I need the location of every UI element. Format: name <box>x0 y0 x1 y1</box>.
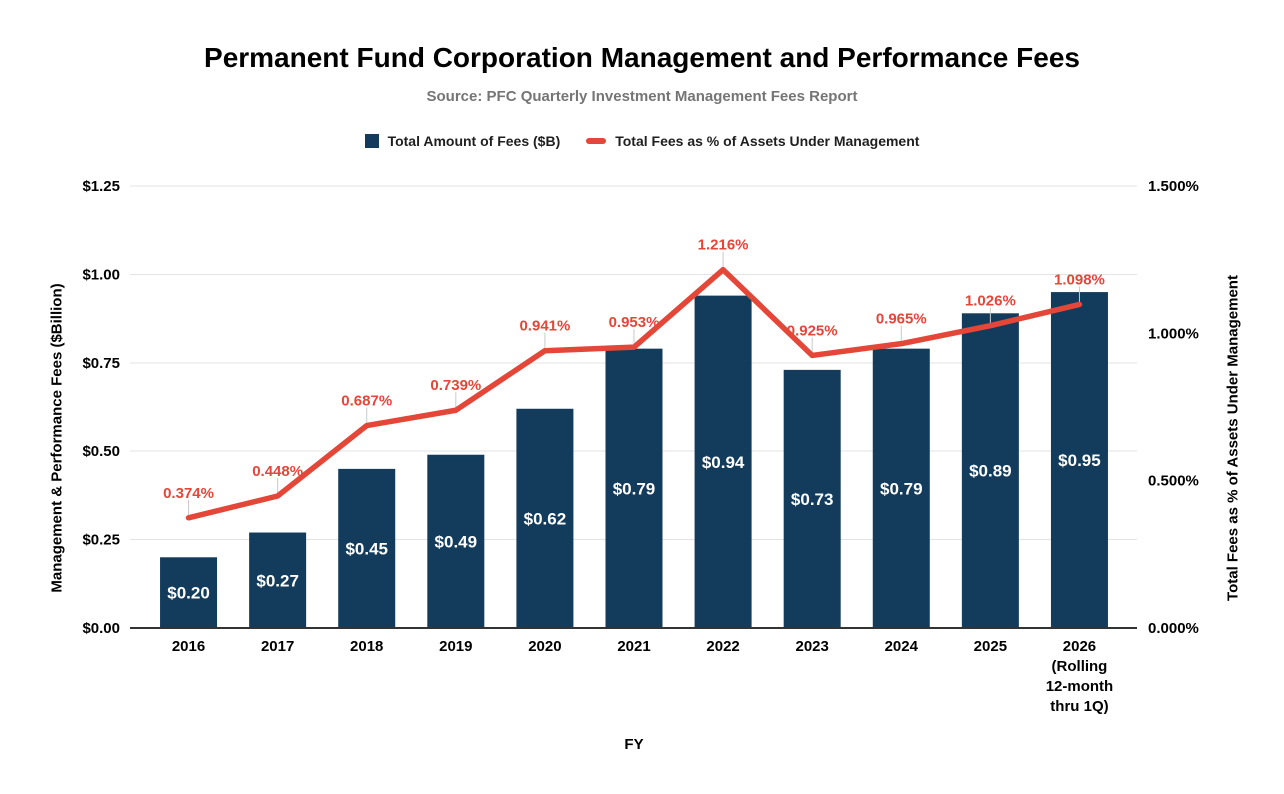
bar-2023[interactable] <box>783 369 841 628</box>
line-value-label: 0.687% <box>341 393 392 410</box>
pct-line-series[interactable] <box>185 266 1083 521</box>
bar-value-label: $0.73 <box>791 490 834 509</box>
x-axis-tick-label: 2016 <box>172 638 205 655</box>
right-axis-tick-label: 1.000% <box>1148 325 1199 342</box>
bar-value-label: $0.20 <box>167 584 210 603</box>
legend-label-pct-line: Total Fees as % of Assets Under Manageme… <box>615 133 920 149</box>
bar-2022[interactable] <box>694 295 752 628</box>
bar-2016[interactable] <box>160 557 218 628</box>
bar-2020[interactable] <box>516 408 574 628</box>
legend: Total Amount of Fees ($B) Total Fees as … <box>0 133 1284 149</box>
x-axis-title: FY <box>624 736 643 753</box>
x-axis-tick-label: 2022 <box>706 638 739 655</box>
bar-value-label: $0.79 <box>613 479 656 498</box>
bar-value-label: $0.79 <box>880 479 923 498</box>
bar-value-label: $0.45 <box>345 539 388 558</box>
x-axis-tick-label: 2019 <box>439 638 472 655</box>
line-value-label: 0.739% <box>430 377 481 394</box>
right-axis-tick-label: 0.000% <box>1148 620 1199 637</box>
x-axis-tick-label: 2026 <box>1063 638 1096 655</box>
bar-value-label: $0.49 <box>435 532 478 551</box>
x-axis-tick-label: 2018 <box>350 638 383 655</box>
bar-value-label: $0.89 <box>969 462 1012 481</box>
legend-item-fees-bars[interactable]: Total Amount of Fees ($B) <box>364 133 561 149</box>
line-value-label: 0.953% <box>609 314 660 331</box>
bar-value-label: $0.95 <box>1058 451 1101 470</box>
bar-2017[interactable] <box>249 532 307 628</box>
bar-2025[interactable] <box>961 313 1019 628</box>
left-axis-tick-label: $0.75 <box>82 355 120 372</box>
left-axis-tick-label: $1.00 <box>82 266 120 283</box>
x-axis-tick-label: thru 1Q) <box>1050 698 1108 715</box>
bar-2024[interactable] <box>872 348 930 628</box>
bar-2026[interactable] <box>1050 292 1108 628</box>
right-axis-tick-label: 0.500% <box>1148 473 1199 490</box>
x-axis-tick-label: 2023 <box>795 638 828 655</box>
legend-label-fees-bars: Total Amount of Fees ($B) <box>387 133 561 149</box>
line-value-label: 0.448% <box>252 463 303 480</box>
x-axis-tick-label: 2021 <box>617 638 650 655</box>
line-value-label: 1.216% <box>698 237 749 254</box>
line-value-label: 0.925% <box>787 322 838 339</box>
x-axis-tick-label: 2025 <box>974 638 1007 655</box>
bar-value-label: $0.27 <box>256 571 299 590</box>
legend-item-pct-line[interactable]: Total Fees as % of Assets Under Manageme… <box>586 133 919 149</box>
line-value-label: 0.374% <box>163 485 214 502</box>
left-axis-tick-label: $0.25 <box>82 532 120 549</box>
left-axis-tick-label: $0.50 <box>82 443 120 460</box>
left-axis-tick-label: $1.25 <box>82 178 120 195</box>
line-value-label: 1.098% <box>1054 271 1105 288</box>
x-axis-tick-label: 12-month <box>1046 678 1114 695</box>
line-value-label: 0.965% <box>876 311 927 328</box>
x-axis-tick-label: (Rolling <box>1052 658 1108 675</box>
bar-2018[interactable] <box>338 468 396 628</box>
line-value-label: 1.026% <box>965 293 1016 310</box>
bar-value-label: $0.94 <box>702 453 745 472</box>
left-axis-tick-label: $0.00 <box>82 620 120 637</box>
x-axis-tick-label: 2024 <box>885 638 919 655</box>
chart-subtitle: Source: PFC Quarterly Investment Managem… <box>426 88 858 105</box>
x-axis-tick-label: 2017 <box>261 638 294 655</box>
bar-2021[interactable] <box>605 348 663 628</box>
bar-2019[interactable] <box>427 454 485 628</box>
chart-title: Permanent Fund Corporation Management an… <box>204 42 1080 73</box>
x-axis-tick-label: 2020 <box>528 638 561 655</box>
bar-series-swatch-icon <box>364 134 379 148</box>
line-value-label: 0.941% <box>519 318 570 335</box>
line-series-swatch-icon <box>586 138 607 144</box>
bar-value-label: $0.62 <box>524 509 567 528</box>
right-axis-tick-label: 1.500% <box>1148 178 1199 195</box>
